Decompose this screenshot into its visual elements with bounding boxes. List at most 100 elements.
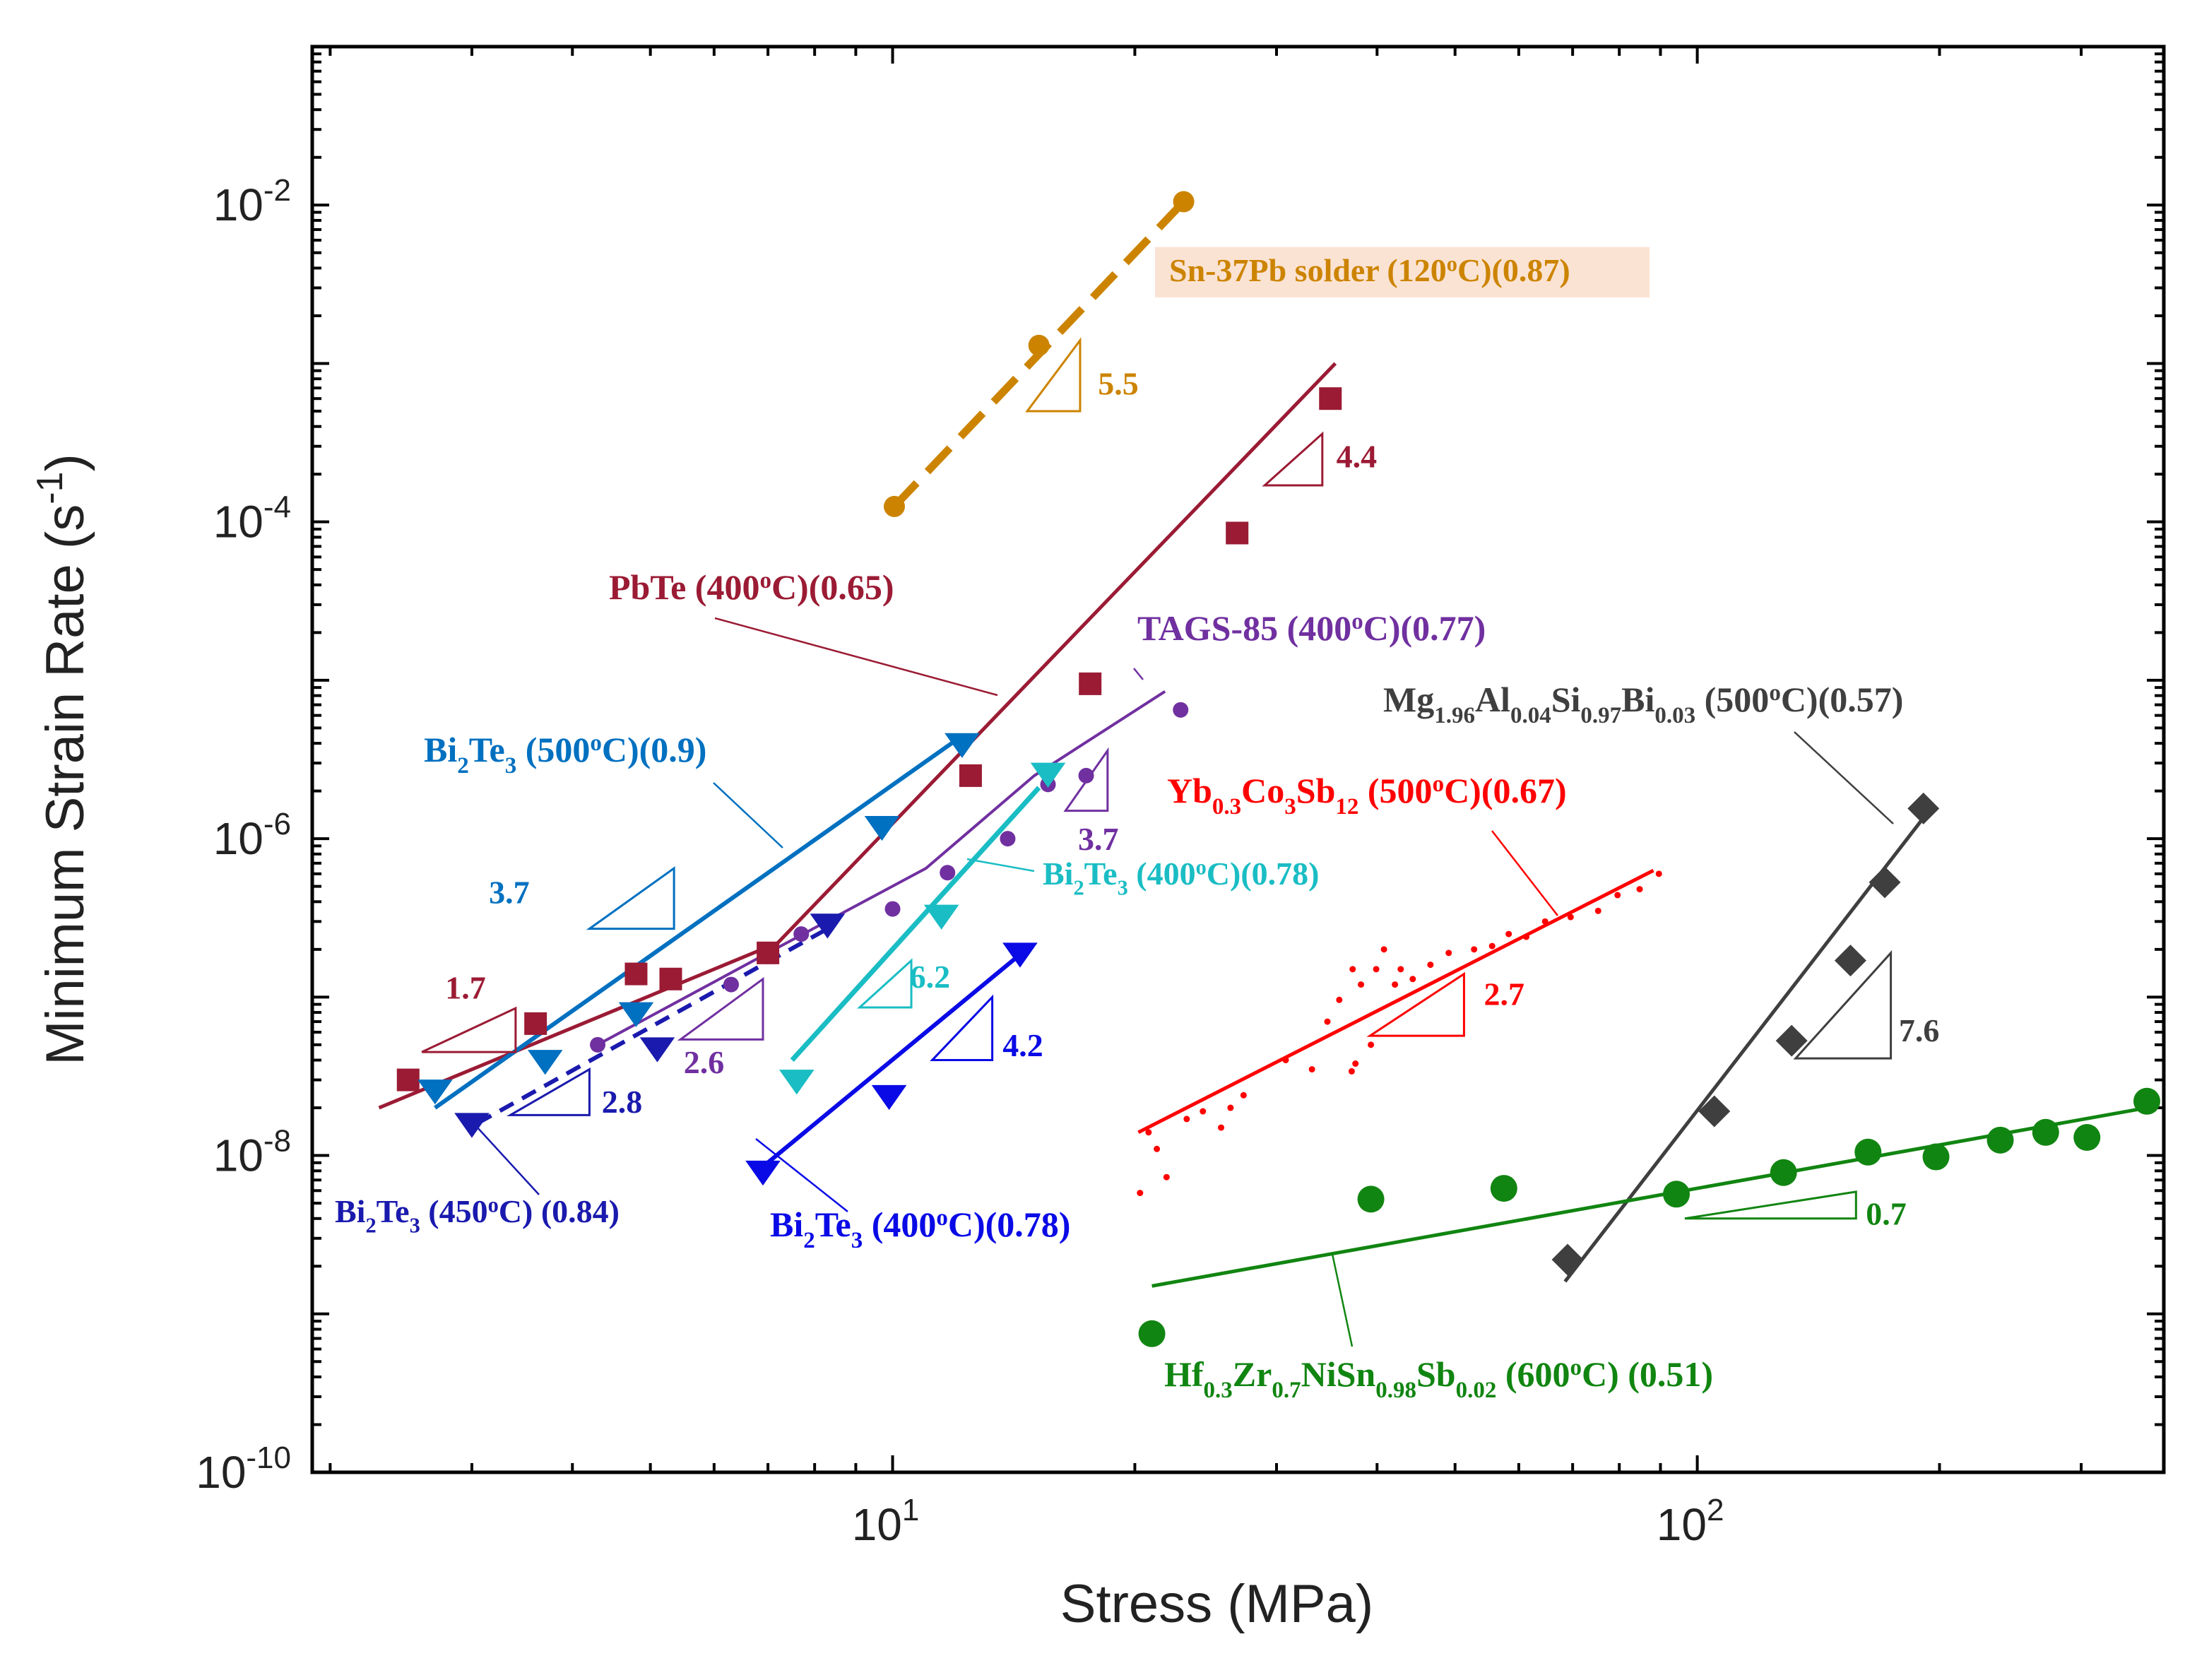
bi2te3_400_blue-slope-triangle-label: 4.2 [1002, 1027, 1043, 1063]
yb-point [1541, 918, 1549, 925]
bi2te3_500-slope-triangle-label: 3.7 [489, 875, 530, 911]
label-leader-lines [468, 617, 1894, 1347]
bi2te3_400_blue-label: Bi2Te3 (400oC)(0.78) [770, 1205, 1070, 1253]
yb-point [1614, 892, 1621, 899]
axis-labels: 101 102 10-2 10-4 10-6 10-8 10-10 Stress (MPa) M… [30, 173, 1724, 1634]
bi2te3_400_cyan-fit-line [790, 786, 1041, 1062]
yb-point [1505, 930, 1512, 937]
tags85-point [940, 865, 956, 881]
yb-point [1336, 996, 1343, 1003]
bi2te3_500-point [618, 1002, 654, 1027]
bi2te3_400_blue-leader-line [755, 1138, 848, 1212]
y-tick-label: 10-8 [213, 1124, 291, 1181]
hf-point [2032, 1118, 2059, 1146]
mg-slope-triangle [1793, 950, 1893, 1060]
y-tick-label: 10-2 [213, 173, 291, 230]
mg-point [1834, 945, 1866, 977]
yb-point [1358, 981, 1365, 988]
pbte-slope-triangle-label: 4.4 [1337, 439, 1378, 475]
hf-point [1490, 1175, 1517, 1202]
bi2te3_400_blue-point [1002, 942, 1038, 968]
mg-point [1775, 1024, 1808, 1057]
yb-point [1145, 1129, 1152, 1136]
pbte-point [659, 967, 682, 990]
hf-slope-triangle [1684, 1190, 1857, 1220]
mg-point [1551, 1243, 1584, 1276]
yb-point [1567, 913, 1574, 921]
bi2te3_500-label: Bi2Te3 (500oC)(0.9) [424, 730, 706, 779]
bi2te3_450-slope-triangle-label: 2.8 [602, 1084, 643, 1120]
mg-point [1907, 792, 1940, 824]
tags85-fit-line [597, 690, 1166, 1046]
hf-point [1986, 1126, 2014, 1154]
yb-point [1471, 946, 1478, 953]
bi2te3_400_cyan-point [1030, 762, 1066, 788]
hf-point [1357, 1185, 1385, 1213]
yb-point [1183, 1116, 1190, 1123]
tags85-slope-triangle-label: 2.6 [684, 1044, 725, 1080]
bi2te3_400_blue-fit-line [756, 957, 1017, 1173]
hf-fit-line [1151, 1106, 2148, 1288]
pbte-point [1079, 672, 1102, 695]
yb-leader-line [1491, 830, 1558, 916]
bi2te3_400_cyan-leader-line [966, 858, 1035, 872]
sn37pb-point [1028, 334, 1050, 356]
sn37pb-label-background [1155, 247, 1650, 297]
mg-slope-triangle-label: 7.6 [1899, 1012, 1940, 1048]
yb-fit-line [1137, 868, 1654, 1135]
tags85-point [884, 901, 901, 917]
yb-point [1380, 946, 1387, 953]
yb-point [1218, 1124, 1225, 1131]
bi2te3_400_cyan-slope-triangle-label: 6.2 [910, 959, 951, 995]
bi2te3_500-point [945, 733, 980, 758]
mg-point [1698, 1095, 1731, 1128]
bi2te3_400_blue-point [745, 1160, 781, 1186]
bi2te3_500-leader-line [713, 782, 783, 848]
plot-frame [310, 45, 2166, 1474]
bi2te3_400_blue-slope-triangle [930, 994, 994, 1062]
mg-fit-line [1563, 814, 1927, 1283]
yb-point [1324, 1018, 1331, 1025]
pbte-point [959, 764, 982, 787]
bi2te3_500-point [527, 1050, 563, 1075]
series-labels: Sn-37Pb solder (120oC)(0.87) PbTe (400oC)… [335, 247, 1903, 1403]
hf-point [1663, 1181, 1690, 1208]
pbte-point [1226, 521, 1249, 545]
yb-point [1523, 933, 1530, 940]
yb-point [1392, 981, 1399, 988]
x-tick-label: 102 [1657, 1493, 1724, 1550]
yb-point [1200, 1108, 1207, 1115]
tags85-point [1000, 831, 1016, 847]
pbte-slope-1.7-triangle [421, 1006, 517, 1053]
hf-leader-line [1331, 1253, 1354, 1347]
sn37pb-point [1173, 191, 1195, 213]
pbte-leader-line [714, 617, 998, 697]
bi2te3_450-point [454, 1113, 490, 1138]
bi2te3_400_cyan-slope-triangle [856, 958, 913, 1009]
yb-point [1154, 1145, 1161, 1152]
sn37pb-point [884, 495, 906, 517]
yb-point [1163, 1173, 1170, 1181]
pbte-point [624, 962, 648, 986]
yb-point [1594, 907, 1601, 914]
tags85-label: TAGS-85 (400oC)(0.77) [1137, 608, 1486, 648]
pbte-point [1319, 387, 1342, 410]
mg-leader-line [1794, 731, 1894, 824]
hf-label: Hf0.3Zr0.7NiSn0.98Sb0.02 (600oC) (0.51) [1164, 1354, 1713, 1403]
yb-point [1636, 886, 1643, 893]
tags85-point [793, 926, 810, 942]
pbte-point [757, 941, 780, 964]
y-tick-label: 10-6 [213, 807, 291, 864]
bi2te3_400_cyan-point [778, 1070, 815, 1095]
sn37pb-label: Sn-37Pb solder (120oC)(0.87) [1169, 252, 1570, 288]
bi2te3_400_cyan-label: Bi2Te3 (400oC)(0.78) [1043, 855, 1319, 899]
tags85-slope-triangle [677, 976, 764, 1041]
hf-point [1854, 1138, 1882, 1166]
y-axis-title: Minimum Strain Rate (s-1) [30, 454, 95, 1065]
tags85-point [723, 976, 739, 993]
pbte-slope-triangle [1262, 431, 1324, 487]
hf-point [1138, 1320, 1166, 1347]
tags85-slope-3.7-triangle-label: 3.7 [1078, 821, 1119, 857]
yb-point [1352, 1060, 1359, 1067]
